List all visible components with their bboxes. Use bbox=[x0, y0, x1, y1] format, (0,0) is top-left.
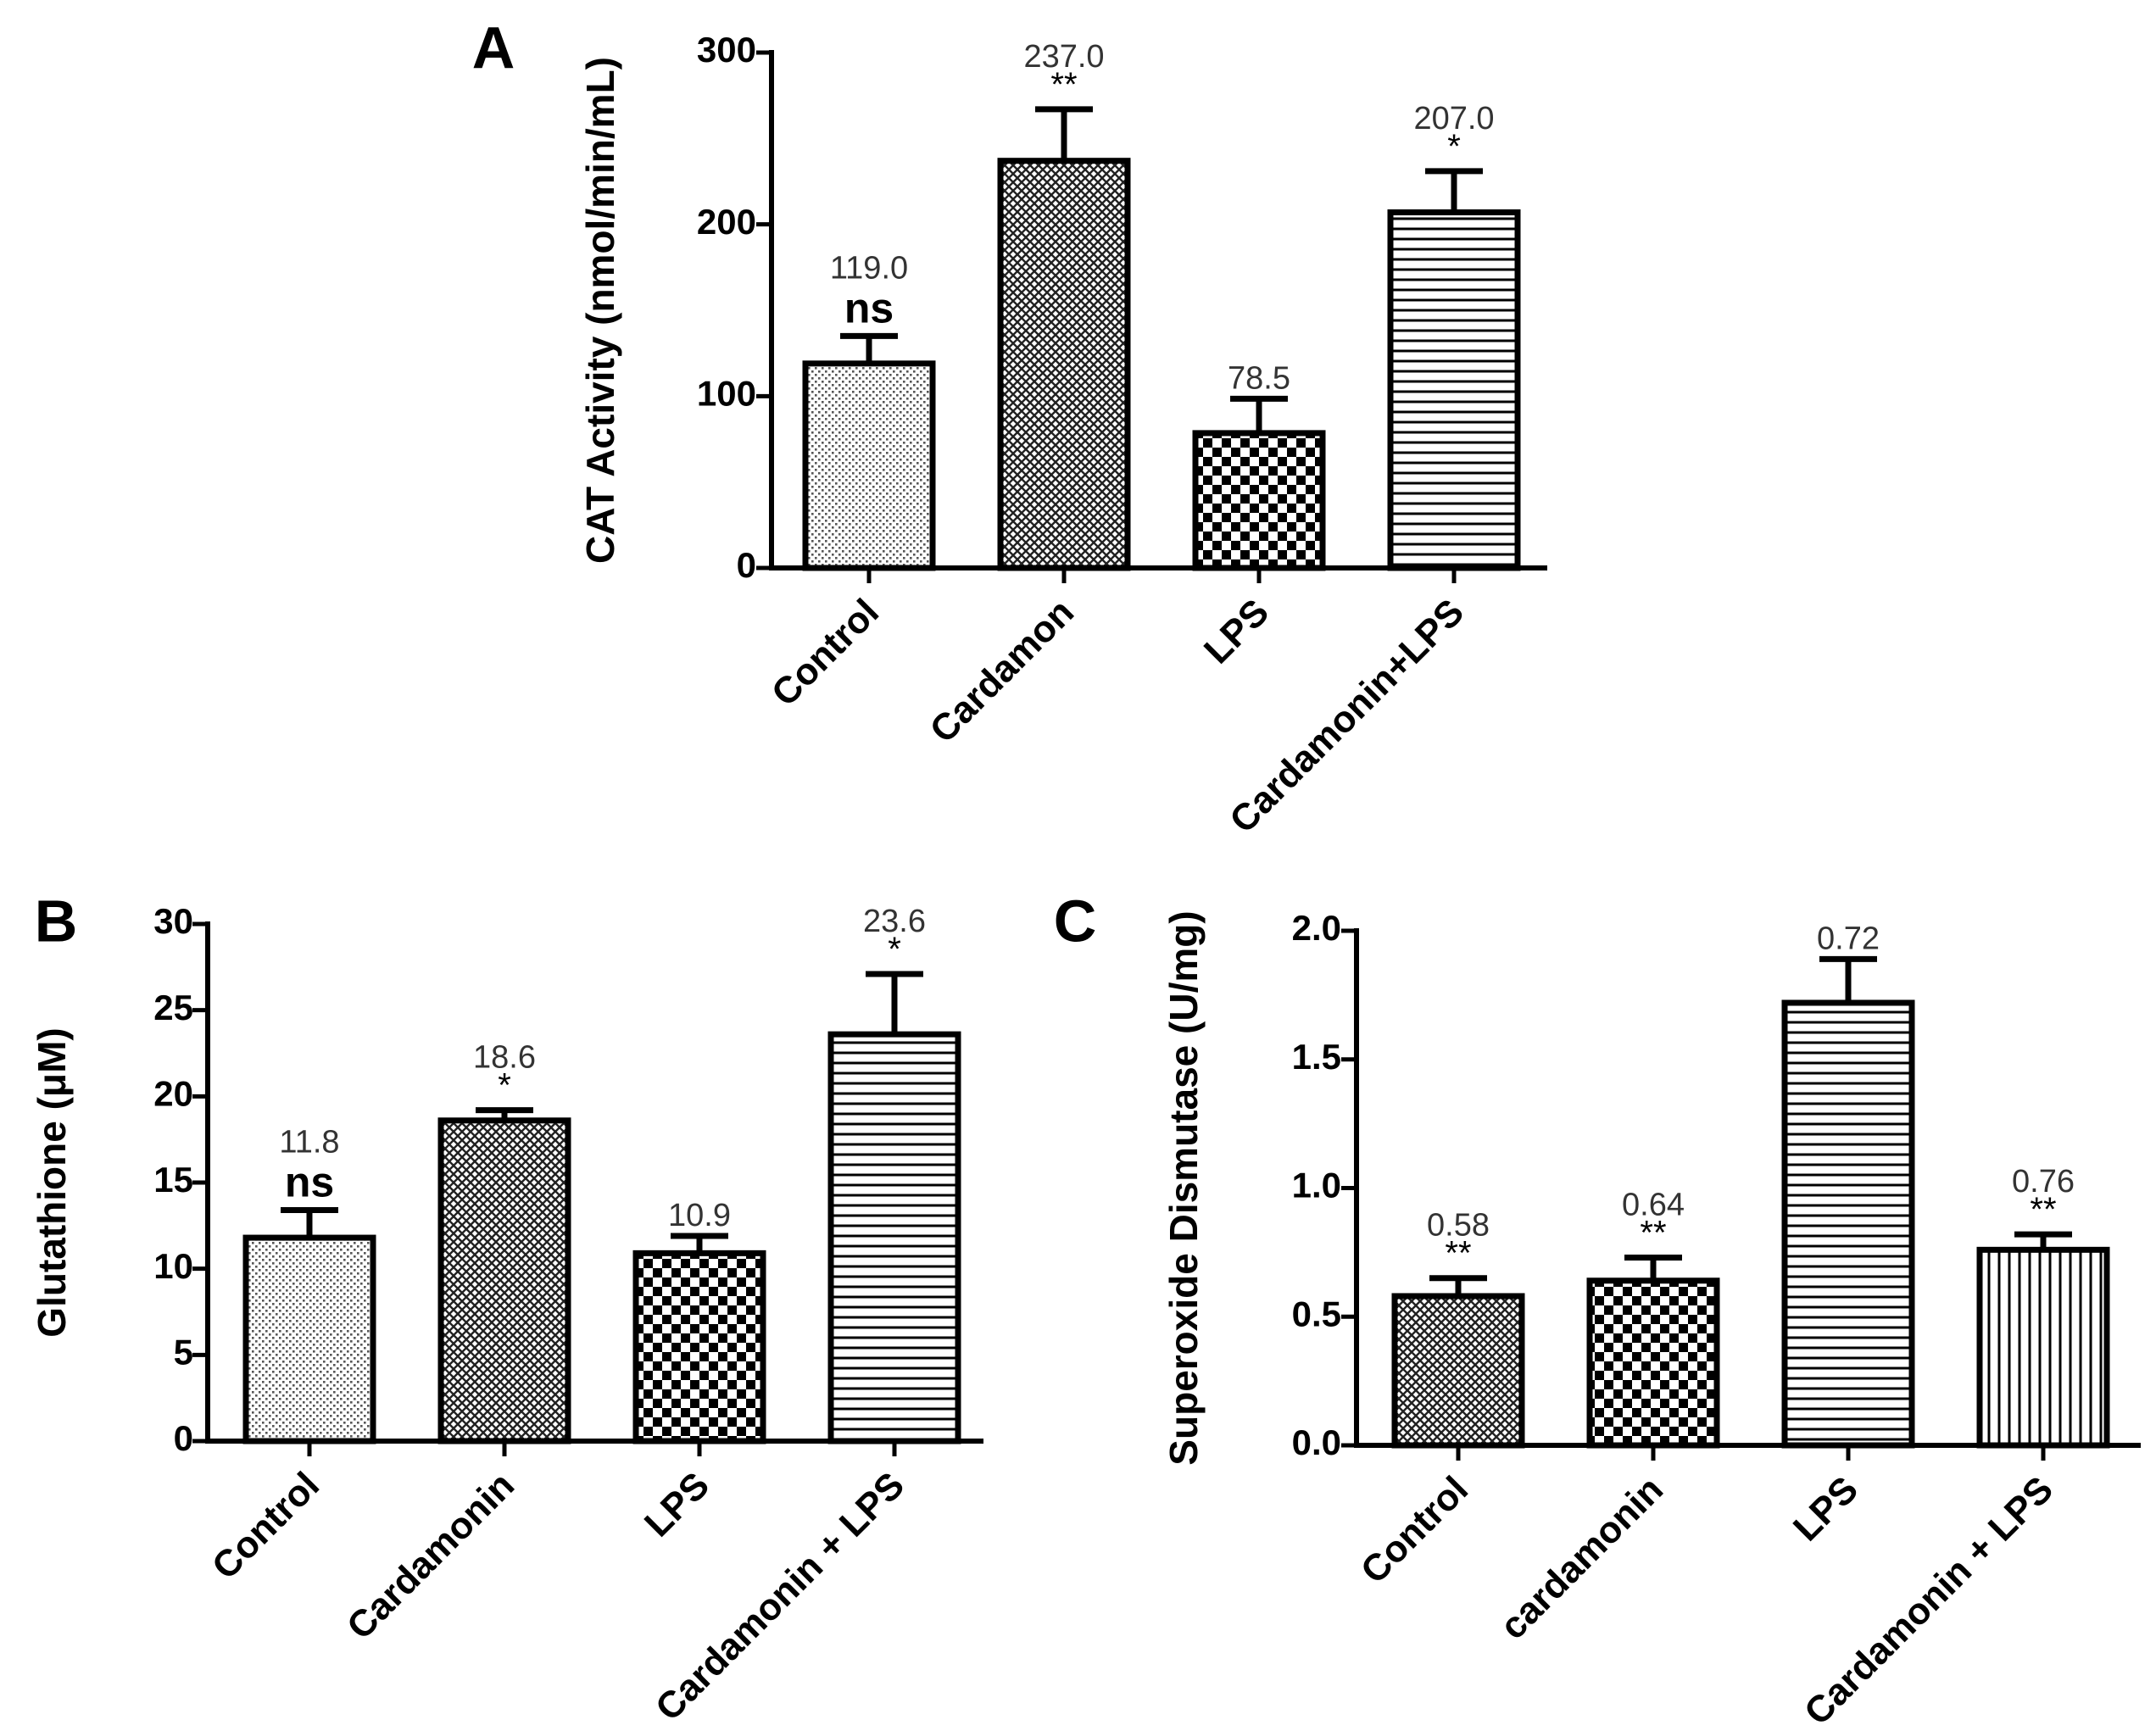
value-label-a-2: 237.0 bbox=[1023, 39, 1104, 75]
bar-c-4 bbox=[1976, 1246, 2110, 1449]
value-label-c-4: 0.76 bbox=[2012, 1164, 2075, 1199]
value-label-b-3: 10.9 bbox=[668, 1198, 731, 1233]
y-tick-label-b: 5 bbox=[174, 1332, 193, 1372]
significance-b-4: * bbox=[888, 931, 901, 968]
significance-c-1: ** bbox=[1445, 1235, 1471, 1272]
y-axis-label-b: Glutathione (μM) bbox=[30, 1027, 74, 1337]
category-label-b-3: LPS bbox=[637, 1464, 717, 1545]
value-label-b-4: 23.6 bbox=[863, 904, 926, 939]
category-label-b-1: Control bbox=[204, 1464, 327, 1587]
y-axis-label-a: CAT Activity (nmol/min/mL) bbox=[578, 57, 622, 564]
bar-a-4 bbox=[1387, 209, 1521, 571]
bar-b-2 bbox=[437, 1117, 571, 1444]
y-axis-label-c: Superoxide Dismutase (U/mg) bbox=[1162, 910, 1206, 1465]
category-label-c-3: LPS bbox=[1786, 1468, 1866, 1549]
category-label-a-3: LPS bbox=[1196, 591, 1277, 671]
y-tick-label-c: 0.5 bbox=[1292, 1294, 1341, 1333]
category-label-c-2: cardamonin bbox=[1492, 1468, 1671, 1647]
bar-c-3 bbox=[1781, 999, 1915, 1449]
bar-b-4 bbox=[827, 1031, 961, 1444]
y-tick-label-b: 0 bbox=[174, 1418, 193, 1458]
value-label-a-4: 207.0 bbox=[1413, 101, 1494, 136]
chart-panel-c: C 0.0 0.5 1.0 1.5 2.0 Superoxide Dismutase (U/… bbox=[1054, 888, 2141, 1731]
bar-c-2 bbox=[1586, 1277, 1720, 1449]
bar-a-3 bbox=[1192, 430, 1326, 571]
y-tick-label-a: 200 bbox=[697, 202, 756, 242]
significance-a-2: ** bbox=[1050, 66, 1077, 103]
bar-a-1 bbox=[802, 360, 936, 571]
chart-panel-a: A 0 100 200 300 CAT Activity (nmol/min/mL) ns1… bbox=[472, 14, 1547, 841]
value-label-b-1: 11.8 bbox=[279, 1125, 339, 1160]
significance-a-1: ns bbox=[844, 284, 894, 331]
y-tick-label-a: 300 bbox=[697, 30, 756, 70]
value-label-c-2: 0.64 bbox=[1622, 1187, 1685, 1222]
value-label-c-3: 0.72 bbox=[1817, 921, 1880, 956]
y-tick-label-c: 0.0 bbox=[1292, 1422, 1341, 1462]
value-label-c-1: 0.58 bbox=[1427, 1208, 1490, 1244]
y-tick-label-b: 25 bbox=[153, 988, 193, 1027]
category-label-c-1: Control bbox=[1353, 1468, 1476, 1591]
value-label-a-1: 119.0 bbox=[830, 250, 908, 286]
value-label-a-3: 78.5 bbox=[1228, 360, 1290, 396]
category-label-a-1: Control bbox=[764, 591, 887, 714]
y-tick-label-b: 10 bbox=[153, 1246, 193, 1286]
significance-b-2: * bbox=[498, 1067, 511, 1105]
category-label-b-2: Cardamonin bbox=[339, 1464, 522, 1647]
panel-label-b: B bbox=[35, 888, 78, 954]
value-label-b-2: 18.6 bbox=[473, 1040, 536, 1076]
y-tick-label-c: 2.0 bbox=[1292, 908, 1341, 948]
significance-b-1: ns bbox=[285, 1159, 334, 1206]
bar-a-2 bbox=[997, 158, 1131, 571]
bar-b-3 bbox=[632, 1250, 766, 1444]
significance-c-2: ** bbox=[1640, 1214, 1666, 1251]
y-tick-label-c: 1.5 bbox=[1292, 1037, 1341, 1077]
y-tick-label-b: 20 bbox=[153, 1073, 193, 1113]
panel-label-c: C bbox=[1054, 888, 1097, 954]
significance-c-4: ** bbox=[2030, 1191, 2056, 1228]
category-label-a-2: Cardamon bbox=[922, 591, 1083, 751]
bar-c-1 bbox=[1391, 1293, 1525, 1449]
significance-a-4: * bbox=[1447, 128, 1461, 165]
y-tick-label-a: 0 bbox=[737, 545, 756, 585]
panel-label-a: A bbox=[472, 14, 515, 81]
bar-b-1 bbox=[242, 1234, 376, 1444]
y-tick-label-c: 1.0 bbox=[1292, 1166, 1341, 1205]
y-tick-label-b: 15 bbox=[153, 1160, 193, 1199]
y-tick-label-a: 100 bbox=[697, 373, 756, 413]
y-tick-label-b: 30 bbox=[153, 901, 193, 941]
